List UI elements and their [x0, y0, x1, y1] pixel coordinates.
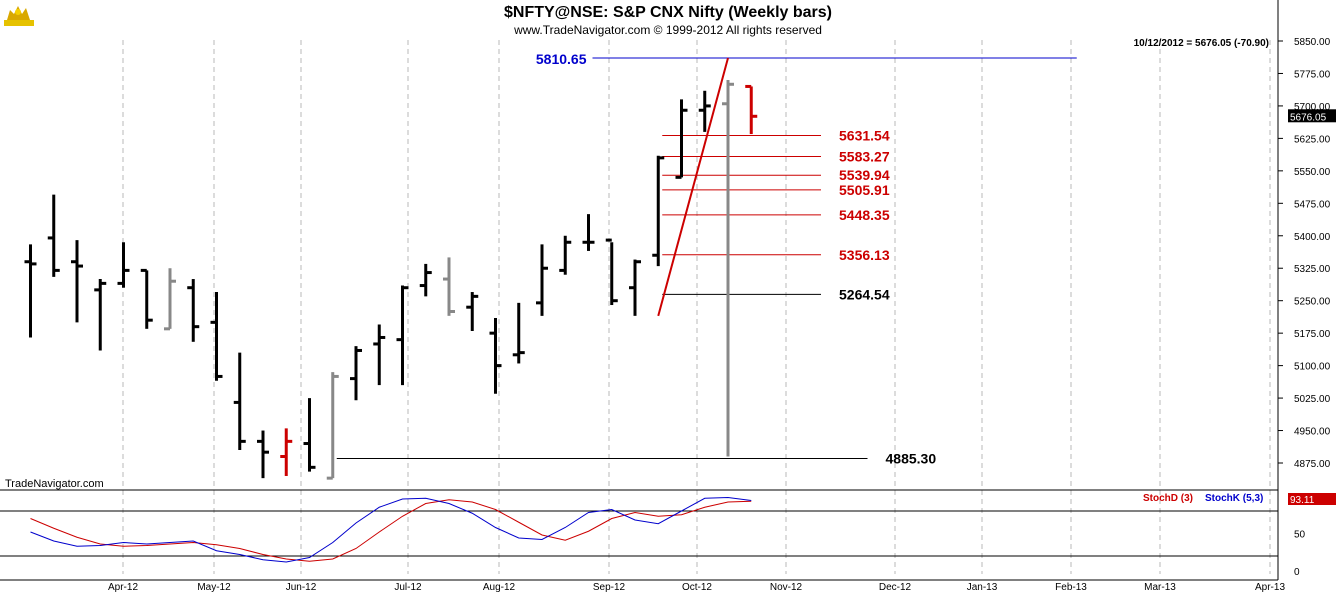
stochastic-panel: 50 0 StochD (3) StochK (5,3) 93.11: [0, 493, 1336, 578]
y-tick-label: 5550.00: [1294, 167, 1331, 178]
ohlc-bar: [559, 235, 572, 275]
trendline: [657, 57, 729, 317]
last-price-label: 5676.05: [1290, 112, 1327, 123]
x-tick-label: Jul-12: [394, 582, 422, 593]
level-label: 5356.13: [839, 247, 890, 263]
copyright-text: www.TradeNavigator.com © 1999-2012 All r…: [513, 23, 822, 37]
stochk-legend: StochK (5,3): [1205, 493, 1263, 504]
level-label: 5264.54: [839, 286, 890, 302]
ohlc-bar: [164, 268, 176, 331]
ohlc-bar: [443, 257, 455, 316]
last-price-tag: [1288, 109, 1336, 123]
ohlc-bar: [512, 302, 525, 364]
y-tick-label: 5625.00: [1294, 134, 1331, 145]
level-label: 4885.30: [886, 451, 937, 467]
ohlc-bar: [233, 352, 246, 451]
x-tick-label: Jun-12: [286, 582, 317, 593]
x-tick-label: Oct-12: [682, 582, 712, 593]
stoch-line: [30, 496, 752, 563]
y-tick-label: 5100.00: [1294, 362, 1331, 373]
x-tick-label: Apr-12: [108, 582, 138, 593]
level-label: 5631.54: [839, 128, 890, 144]
ohlc-bar: [350, 346, 362, 401]
stoch-last-tag: [1288, 493, 1336, 505]
x-tick-label: May-12: [197, 582, 231, 593]
ohlc-bar: [210, 292, 223, 381]
ohlc-bar: [675, 99, 688, 179]
ohlc-bar: [396, 285, 409, 386]
ohlc-bar: [419, 263, 432, 297]
ohlc-bar: [47, 194, 60, 277]
x-tick-label: Mar-13: [1144, 582, 1176, 593]
level-label: 5583.27: [839, 148, 890, 164]
ohlc-bar: [303, 398, 316, 472]
ohlc-bar: [489, 318, 502, 394]
y-tick-label: 5175.00: [1294, 329, 1331, 340]
stoch-last-label: 93.11: [1290, 495, 1315, 506]
ohlc-bar: [652, 155, 665, 267]
y-tick-label: 5400.00: [1294, 232, 1331, 243]
ohlc-bar: [722, 79, 734, 457]
x-tick-label: Apr-13: [1255, 582, 1285, 593]
ohlc-bar: [280, 428, 293, 476]
last-price-info: 10/12/2012 = 5676.05 (-70.90): [1134, 38, 1269, 49]
ohlc-bar: [71, 240, 83, 323]
ohlc-bar: [745, 84, 758, 135]
ohlc-bar: [140, 268, 153, 329]
ohlc-bar: [698, 90, 711, 132]
x-tick-label: Dec-12: [879, 582, 912, 593]
stoch-y-tick-label: 50: [1294, 530, 1306, 541]
ohlc-bars: [24, 79, 758, 480]
grid: [122, 40, 1271, 574]
level-label: 5539.94: [839, 167, 890, 183]
y-tick-label: 5700.00: [1294, 102, 1331, 113]
ohlc-bar: [187, 279, 200, 342]
ohlc-bar: [605, 238, 618, 306]
y-tick-label: 4875.00: [1294, 459, 1331, 470]
ohlc-bar: [257, 430, 269, 479]
ohlc-bar: [466, 292, 479, 331]
ohlc-bar: [24, 244, 37, 338]
x-tick-label: Feb-13: [1055, 582, 1087, 593]
y-tick-label: 4950.00: [1294, 427, 1331, 438]
ohlc-bar: [582, 214, 595, 251]
ohlc-bar: [117, 242, 130, 288]
level-label: 5505.91: [839, 182, 890, 198]
y-tick-label: 5775.00: [1294, 69, 1331, 80]
stochd-legend: StochD (3): [1143, 493, 1193, 504]
x-tick-label: Sep-12: [593, 582, 626, 593]
y-tick-label: 5325.00: [1294, 264, 1331, 275]
ohlc-bar: [536, 244, 548, 316]
stoch-y-tick-label: 0: [1294, 567, 1300, 578]
ohlc-bar: [373, 324, 386, 386]
bull-logo: [4, 6, 34, 26]
level-label: 5448.35: [839, 207, 890, 223]
y-tick-label: 5475.00: [1294, 199, 1331, 210]
y-tick-label: 5250.00: [1294, 297, 1331, 308]
ohlc-bar: [94, 279, 107, 351]
y-tick-label: 5025.00: [1294, 394, 1331, 405]
x-tick-label: Nov-12: [770, 582, 803, 593]
x-tick-label: Aug-12: [483, 582, 516, 593]
stoch-line: [30, 499, 752, 562]
y-tick-label: 5850.00: [1294, 37, 1331, 48]
chart-title: $NFTY@NSE: S&P CNX Nifty (Weekly bars): [504, 4, 832, 21]
level-label: 5810.65: [536, 51, 587, 67]
watermark-text: TradeNavigator.com: [5, 478, 104, 490]
x-tick-label: Jan-13: [967, 582, 998, 593]
ohlc-bar: [326, 372, 339, 480]
ohlc-bar: [629, 259, 641, 316]
